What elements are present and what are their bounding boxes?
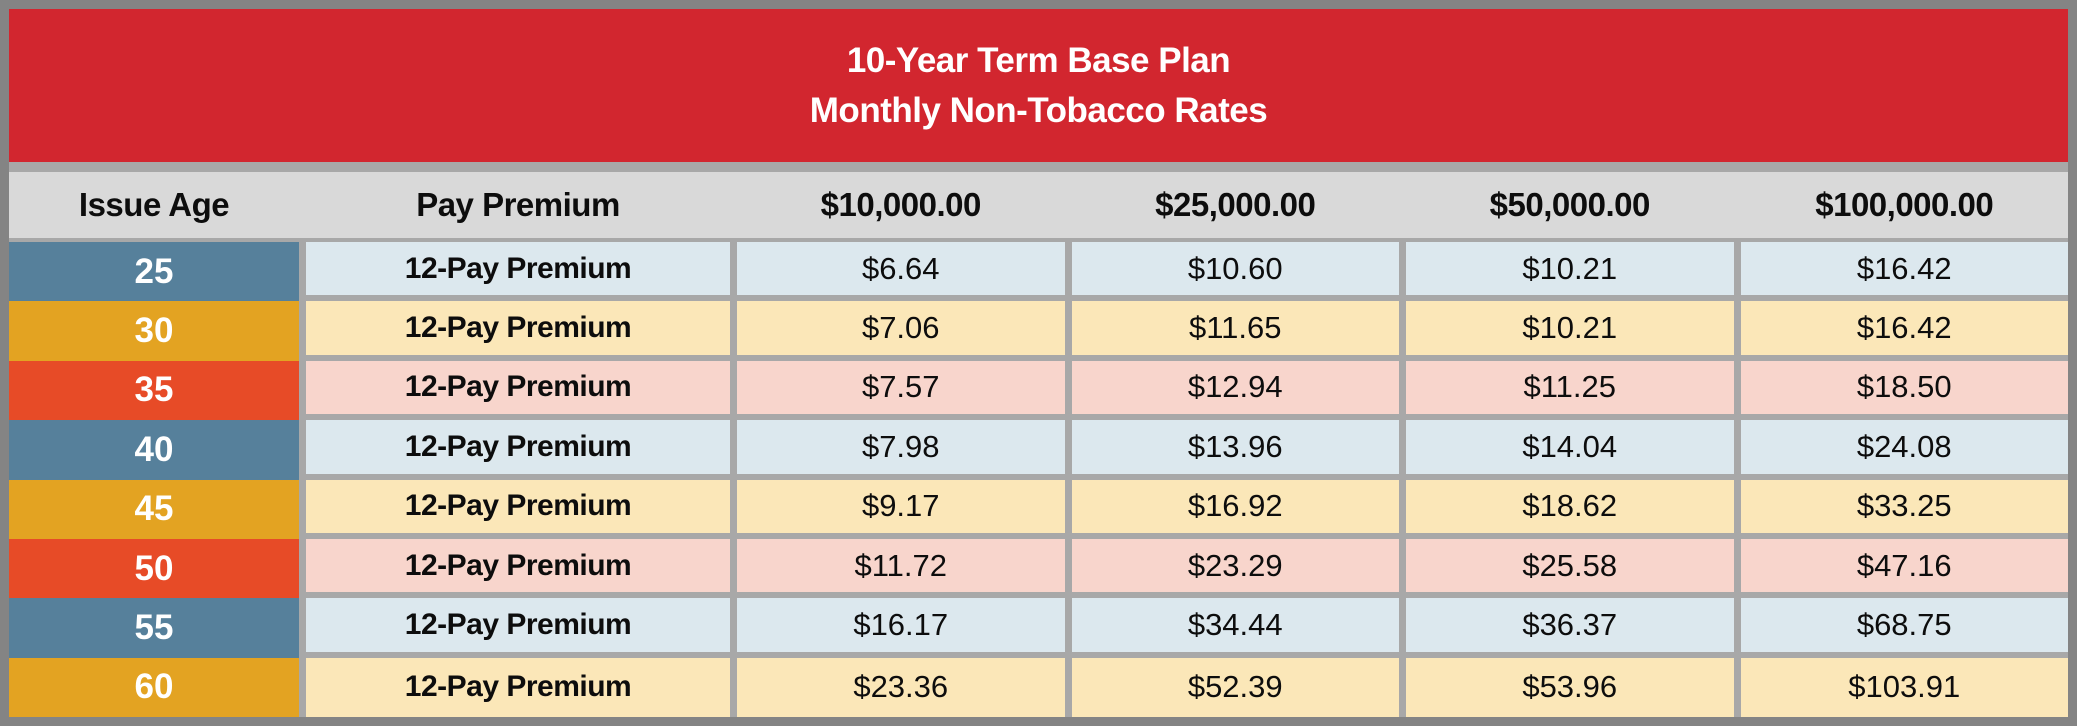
rate-cell: $16.17	[737, 598, 1065, 658]
rate-cell: $53.96	[1406, 657, 1734, 717]
rate-cell: $103.91	[1740, 657, 2068, 717]
rate-cell: $18.62	[1406, 479, 1734, 539]
rate-cell: $52.39	[1071, 657, 1399, 717]
title-banner: 10-Year Term Base Plan Monthly Non-Tobac…	[9, 9, 2068, 162]
rate-cell: $10.21	[1406, 242, 1734, 302]
header-cell-50000: $50,000.00	[1489, 186, 1651, 223]
premium-cell: 12-Pay Premium	[306, 301, 730, 361]
rate-cell: $18.50	[1740, 360, 2068, 421]
premium-cell: 12-Pay Premium	[306, 598, 730, 658]
header-row: Issue Age Pay Premium $10,000.00 $25,000…	[9, 172, 2068, 238]
table-body: 25 12-Pay Premium $6.64 $10.60 $10.21 $1…	[9, 242, 2068, 717]
age-cell: 50	[9, 538, 299, 599]
age-cell: 30	[9, 301, 299, 361]
rate-cell: $33.25	[1740, 479, 2068, 539]
rate-cell: $11.25	[1406, 360, 1734, 421]
rate-cell: $7.98	[737, 420, 1065, 480]
rate-cell: $10.60	[1071, 242, 1399, 302]
rate-cell: $23.36	[737, 657, 1065, 717]
rate-cell: $12.94	[1071, 360, 1399, 421]
rate-cell: $11.65	[1071, 301, 1399, 361]
rate-cell: $16.42	[1740, 242, 2068, 302]
premium-cell: 12-Pay Premium	[306, 360, 730, 421]
rate-cell: $23.29	[1071, 538, 1399, 599]
rate-cell: $9.17	[737, 479, 1065, 539]
rate-cell: $7.57	[737, 360, 1065, 421]
rate-cell: $68.75	[1740, 598, 2068, 658]
age-cell: 25	[9, 242, 299, 302]
rate-cell: $11.72	[737, 538, 1065, 599]
rate-cell: $24.08	[1740, 420, 2068, 480]
header-cell-pay-premium: Pay Premium	[416, 186, 620, 223]
plan-title: 10-Year Term Base Plan	[846, 40, 1231, 80]
rates-subtitle: Monthly Non-Tobacco Rates	[809, 90, 1268, 130]
rate-cell: $16.92	[1071, 479, 1399, 539]
header-cell-issue-age: Issue Age	[78, 186, 230, 223]
rate-cell: $7.06	[737, 301, 1065, 361]
rate-cell: $47.16	[1740, 538, 2068, 599]
rate-cell: $25.58	[1406, 538, 1734, 599]
premium-cell: 12-Pay Premium	[306, 657, 730, 717]
premium-cell: 12-Pay Premium	[306, 538, 730, 599]
age-cell: 40	[9, 420, 299, 480]
header-cell-25000: $25,000.00	[1155, 186, 1316, 223]
rate-cell: $36.37	[1406, 598, 1734, 658]
rate-cell: $13.96	[1071, 420, 1399, 480]
rate-cell: $14.04	[1406, 420, 1734, 480]
age-cell: 45	[9, 479, 299, 539]
rate-cell: $6.64	[737, 242, 1065, 302]
age-cell: 35	[9, 360, 299, 421]
header-cell-100000: $100,000.00	[1815, 186, 1994, 223]
header-cell-10000: $10,000.00	[820, 186, 982, 223]
rate-cell: $10.21	[1406, 301, 1734, 361]
age-cell: 60	[9, 657, 299, 717]
age-cell: 55	[9, 598, 299, 658]
premium-cell: 12-Pay Premium	[306, 479, 730, 539]
rate-cell: $16.42	[1740, 301, 2068, 361]
premium-cell: 12-Pay Premium	[306, 420, 730, 480]
rate-cell: $34.44	[1071, 598, 1399, 658]
premium-cell: 12-Pay Premium	[306, 242, 730, 302]
